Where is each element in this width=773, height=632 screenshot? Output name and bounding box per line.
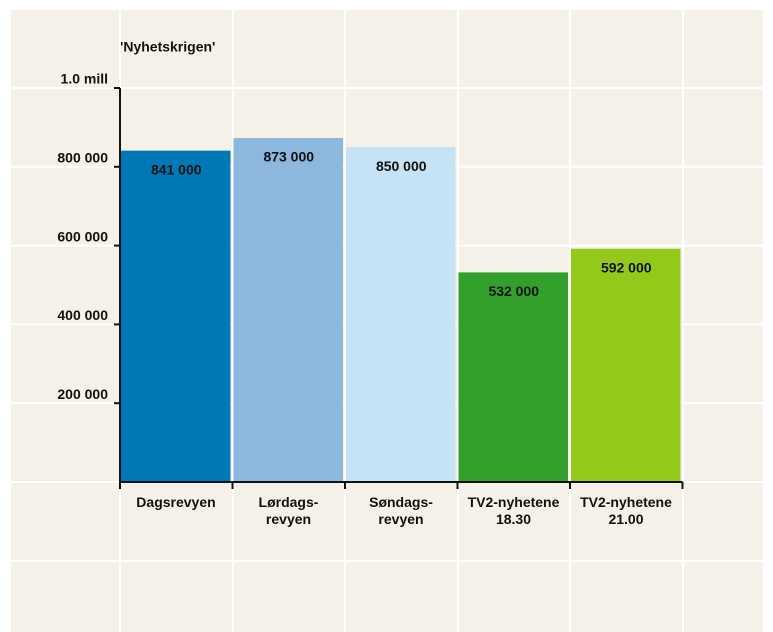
- x-tick-label: TV2-nyhetene 21.00: [580, 494, 672, 527]
- x-tick-label: TV2-nyhetene 18.30: [467, 494, 560, 527]
- x-tick-label: Dagsrevyen: [136, 494, 216, 510]
- x-tick-label: Lørdags- revyen: [258, 494, 319, 527]
- y-tick-label: 200 000: [57, 386, 108, 402]
- y-tick-label: 1.0 mill: [61, 71, 108, 87]
- value-label: 532 000: [488, 283, 539, 299]
- value-label: 592 000: [601, 259, 652, 275]
- bar: [233, 138, 343, 482]
- x-tick-label: Søndags- revyen: [369, 494, 433, 527]
- bar: [458, 272, 568, 482]
- chart-title: 'Nyhetskrigen': [120, 39, 215, 55]
- bar: [121, 150, 231, 482]
- value-label: 841 000: [151, 161, 202, 177]
- value-label: 850 000: [376, 158, 427, 174]
- bar: [346, 147, 456, 482]
- bar: [571, 248, 681, 482]
- y-tick-label: 800 000: [57, 150, 108, 166]
- y-tick-label: 400 000: [57, 307, 108, 323]
- value-label: 873 000: [263, 149, 314, 165]
- y-tick-label: 600 000: [57, 228, 108, 244]
